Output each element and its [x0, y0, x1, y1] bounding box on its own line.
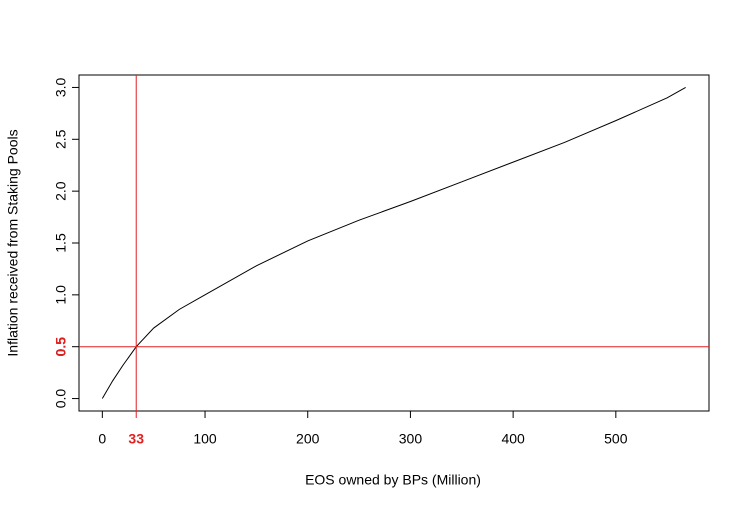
- y-axis-title: Inflation received from Staking Pools: [5, 129, 21, 356]
- y-tick-label: 1.0: [53, 285, 69, 305]
- y-tick-label: 3.0: [53, 78, 69, 98]
- x-tick-label: 400: [501, 431, 525, 447]
- x-tick-label: 500: [604, 431, 628, 447]
- x-tick-label: 300: [399, 431, 423, 447]
- reference-label: 33: [128, 431, 144, 447]
- y-tick-label: 2.0: [53, 181, 69, 201]
- y-tick-label: 1.5: [53, 233, 69, 253]
- y-tick-label: 0.5: [53, 337, 69, 357]
- y-tick-label: 0.0: [53, 389, 69, 409]
- y-tick-label: 2.5: [53, 129, 69, 149]
- x-tick-label: 100: [193, 431, 217, 447]
- line: [101, 87, 686, 399]
- x-tick-label: 0: [98, 431, 106, 447]
- x-axis-title: EOS owned by BPs (Million): [305, 472, 481, 488]
- reference-label: 0.5: [53, 337, 69, 357]
- plot-box: [78, 74, 710, 412]
- x-tick-label: 200: [296, 431, 320, 447]
